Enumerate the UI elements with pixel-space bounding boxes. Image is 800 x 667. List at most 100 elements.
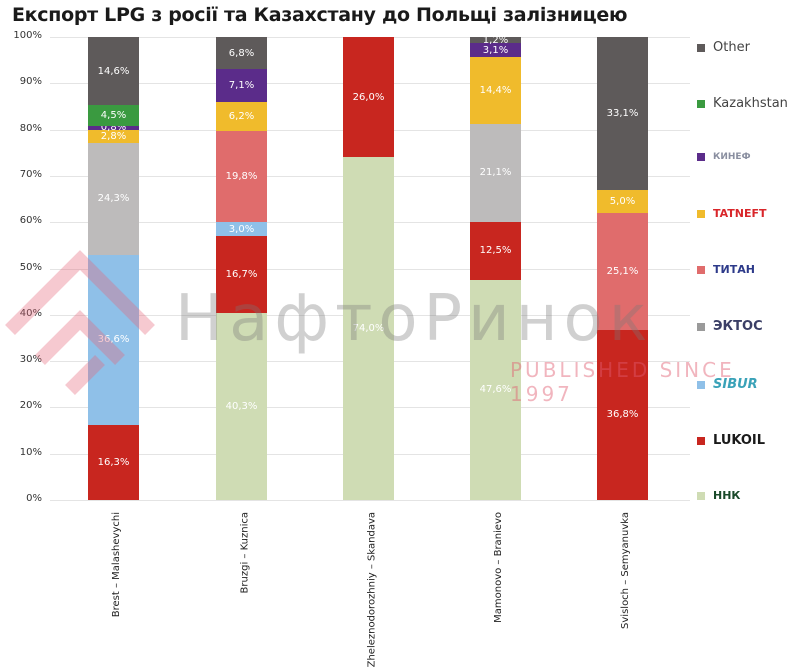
y-axis-tick: 50% (19, 261, 42, 273)
bar-segment: 40,3% (216, 313, 267, 500)
legend-logo-icon: ТИТАН (713, 263, 755, 276)
data-label: 1,2% (482, 34, 509, 46)
data-label: 16,3% (97, 456, 130, 468)
bar-segment: 6,8% (216, 37, 267, 69)
legend-swatch (697, 209, 705, 218)
data-label: 2,8% (100, 130, 127, 142)
data-label: 36,8% (606, 409, 639, 421)
y-axis-tick: 90% (19, 76, 42, 88)
legend-item: КИНЕФ (697, 152, 751, 162)
x-axis-label: Bruzgi – Kuznica (239, 512, 250, 594)
legend-logo-icon: TATNEFT (713, 207, 767, 220)
bar-segment: 26,0% (343, 37, 394, 158)
y-axis-tick: 100% (13, 30, 42, 41)
bar-segment: 6,2% (216, 101, 267, 131)
bar-segment: 5,0% (597, 190, 648, 214)
stacked-bar: 74,0% 26,0% (343, 37, 394, 500)
legend-item: ННК (697, 489, 740, 502)
legend-swatch (697, 380, 705, 389)
data-label: 47,6% (479, 384, 512, 396)
data-label: 5,0% (609, 196, 636, 208)
y-axis-tick: 80% (19, 122, 42, 134)
data-label: 26,0% (352, 91, 385, 103)
bar-segment: 19,8% (216, 130, 267, 223)
bar-segment: 14,4% (470, 57, 521, 125)
chart-title: Експорт LPG з росії та Казахстану до Пол… (12, 4, 628, 26)
legend-logo-icon: ЭКТОС (713, 319, 763, 334)
bar-segment: 16,7% (216, 236, 267, 314)
legend-logo-icon: ННК (713, 489, 741, 502)
data-label: 24,3% (97, 193, 130, 205)
legend-swatch (697, 265, 705, 274)
data-label: 40,3% (225, 401, 258, 413)
bar-segment: 47,6% (470, 279, 521, 500)
data-label: 6,2% (228, 110, 255, 122)
data-label: 33,1% (606, 108, 639, 120)
data-label: 6,8% (228, 47, 255, 59)
x-axis-label: Brest – Malashevychi (111, 512, 122, 618)
legend-item: ЭКТОС (697, 319, 763, 334)
stacked-bar: 47,6% 12,5% 21,1% 14,4% 3,1% 1,2% (470, 34, 521, 500)
bar-segment: 0,8% (88, 122, 139, 133)
legend-logo-icon: SIBUR (713, 377, 758, 392)
bar-segment: 21,1% (470, 124, 521, 222)
legend-item: ТИТАН (697, 263, 755, 276)
legend-item: Other (697, 40, 750, 55)
legend-swatch (697, 322, 705, 331)
data-label: 21,1% (479, 167, 512, 179)
y-axis-tick: 10% (19, 446, 42, 458)
y-axis-tick: 40% (19, 307, 42, 319)
bar-segment: 7,1% (216, 68, 267, 102)
x-axis-label: Svisloch – Semyanuvka (620, 512, 631, 629)
bar-segment: 74,0% (343, 157, 394, 500)
data-label: 25,1% (606, 266, 639, 278)
legend-swatch (697, 43, 705, 52)
legend-item: TATNEFT (697, 207, 767, 220)
data-label: 14,6% (97, 65, 130, 77)
bar-segment: 3,0% (216, 222, 267, 237)
chart-plot-area: 0% 10% 20% 30% 40% 50% 60% 70% 80% 90% 100% 16,3% 36… (13, 30, 788, 667)
data-label: 74,0% (352, 323, 385, 335)
y-axis-tick: 70% (19, 168, 42, 180)
bar-segment: 14,6% (88, 37, 139, 106)
stacked-bar: 36,8% 25,1% 5,0% 33,1% (597, 37, 648, 500)
stacked-bar: 40,3% 16,7% 3,0% 19,8% 6,2% 7,1% 6,8% (216, 37, 267, 500)
data-label: 36,6% (97, 334, 130, 346)
bar-segment: 16,3% (88, 424, 139, 500)
bar-segment: 36,8% (597, 329, 648, 500)
data-label: 4,5% (100, 109, 127, 121)
legend-swatch (697, 491, 705, 500)
data-label: 14,4% (479, 85, 512, 97)
bar-segment: 24,3% (88, 142, 139, 256)
bar-segment: 4,5% (88, 105, 139, 126)
bar-segment: 36,6% (88, 255, 139, 425)
x-axis-label: Zheleznodorozhniy – Skandava (366, 512, 377, 667)
stacked-bar: 16,3% 36,6% 24,3% 2,8% 0,8% 4,5% 14,6% (88, 37, 139, 500)
legend-swatch (697, 99, 705, 108)
legend-logo-icon: КИНЕФ (713, 152, 751, 162)
bar-segment: 25,1% (597, 213, 648, 330)
bar-segment: 12,5% (470, 221, 521, 280)
data-label: 7,1% (228, 79, 255, 91)
y-axis-tick: 30% (19, 354, 42, 366)
legend-swatch (697, 153, 705, 161)
gridline (50, 500, 690, 501)
x-axis-label: Mamonovo – Branievo (493, 512, 504, 623)
data-label: 16,7% (225, 269, 258, 281)
legend-label: Kazakhstan (713, 96, 788, 111)
bar-segment: 1,2% (470, 34, 521, 46)
legend-item: SIBUR (697, 377, 758, 392)
bar-segment: 2,8% (88, 129, 139, 143)
legend-label: Other (713, 40, 750, 55)
data-label: 3,0% (228, 223, 255, 235)
data-label: 0,8% (100, 122, 127, 134)
data-label: 19,8% (225, 170, 258, 182)
data-label: 3,1% (482, 44, 509, 56)
legend-item: Kazakhstan (697, 96, 788, 111)
legend-item: LUKOIL (697, 433, 765, 448)
bar-segment: 3,1% (470, 43, 521, 58)
y-axis-tick: 20% (19, 400, 42, 412)
bar-segment: 33,1% (597, 37, 648, 191)
y-axis-tick: 60% (19, 215, 42, 227)
legend-swatch (697, 436, 705, 445)
